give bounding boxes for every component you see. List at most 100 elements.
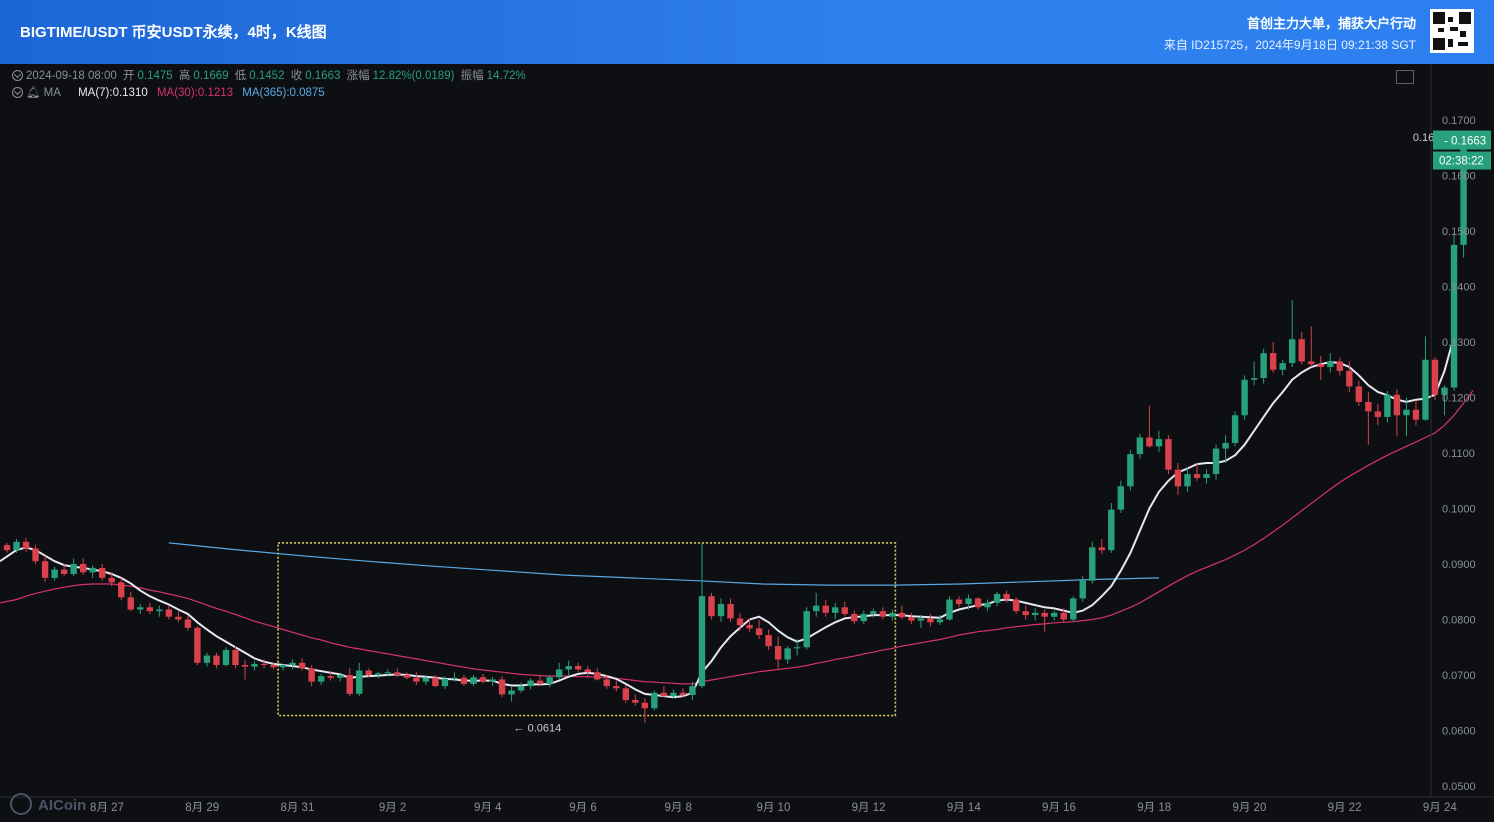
- candle-body: [594, 672, 601, 680]
- collapse-icon[interactable]: [12, 70, 23, 81]
- candle-body: [1184, 474, 1191, 487]
- candle-body: [156, 609, 163, 612]
- bell-icon[interactable]: 🔔︎: [26, 87, 41, 99]
- candle-body: [1308, 361, 1315, 365]
- candle: [22, 537, 30, 552]
- candle: [394, 668, 401, 678]
- ohlc-date: 2024-09-18 08:00: [26, 70, 117, 82]
- candle: [1393, 389, 1401, 437]
- candle: [555, 662, 563, 680]
- fullscreen-icon[interactable]: [1396, 70, 1414, 84]
- candle-body: [118, 582, 125, 598]
- candle: [746, 618, 753, 632]
- ma30-value: MA(30):0.1213: [156, 87, 234, 99]
- candle: [1203, 469, 1210, 484]
- aicoin-logo: AICoin: [10, 793, 86, 815]
- x-tick-label: 8月 27: [90, 802, 124, 814]
- x-tick-label: 9月 18: [1137, 802, 1171, 814]
- candle-body: [89, 567, 96, 573]
- candle-body: [641, 702, 649, 709]
- candle-body: [165, 609, 173, 617]
- candle: [508, 686, 515, 702]
- candle-body: [1155, 439, 1163, 447]
- x-tick-label: 8月 31: [280, 802, 314, 814]
- candle-body: [822, 605, 829, 613]
- candle-body: [841, 607, 848, 614]
- y-tick-label: 0.1300: [1442, 337, 1476, 349]
- candle-body: [1089, 547, 1096, 581]
- x-tick-label: 9月 22: [1328, 802, 1362, 814]
- open-label: 开: [123, 70, 135, 82]
- candle: [1041, 609, 1048, 632]
- candle: [708, 592, 715, 620]
- candle-body: [1422, 359, 1429, 420]
- high-label: 高: [178, 70, 191, 82]
- y-tick-label: 0.1600: [1442, 171, 1476, 183]
- candle: [1070, 596, 1077, 622]
- candle: [289, 659, 296, 670]
- candle: [1403, 397, 1410, 437]
- candle: [1003, 590, 1010, 603]
- y-tick-label: 0.1500: [1442, 226, 1476, 238]
- candle-body: [555, 669, 563, 678]
- candle-body: [565, 666, 572, 670]
- header-bar: BIGTIME/USDT 币安USDT永续，4时，K线图 首创主力大单，捕获大户…: [0, 0, 1494, 64]
- candle-body: [1374, 411, 1382, 417]
- candle: [1450, 233, 1458, 391]
- change-value: 12.82%(0.0189): [372, 70, 455, 82]
- candle: [1212, 444, 1220, 480]
- candlestick-chart[interactable]: 0.1700 0.1600 0.1500 0.1400 0.1300 0.1200 0.11…: [0, 64, 1494, 822]
- candle-body: [1003, 593, 1010, 600]
- candle-body: [755, 628, 763, 636]
- candle-body: [137, 607, 144, 610]
- candle-body: [394, 672, 401, 675]
- candle: [51, 566, 58, 581]
- candle-body: [898, 612, 906, 618]
- candle: [1317, 355, 1324, 380]
- candle: [803, 607, 810, 650]
- candle: [327, 670, 334, 681]
- candle-body: [1279, 363, 1286, 370]
- low-annotation: ← 0.0614: [514, 723, 562, 735]
- candle: [1031, 608, 1039, 621]
- candle: [1022, 605, 1029, 620]
- candle-body: [1098, 547, 1105, 551]
- candle: [1165, 435, 1172, 475]
- candle-body: [51, 569, 58, 578]
- candle: [79, 558, 87, 576]
- candle: [832, 602, 839, 620]
- candle: [889, 609, 896, 621]
- candle: [1231, 411, 1239, 447]
- candle-body: [689, 686, 696, 695]
- candle-body: [1022, 611, 1029, 616]
- candle: [1384, 390, 1391, 423]
- candle-body: [99, 567, 106, 578]
- candle: [1374, 404, 1382, 426]
- candle-body: [774, 646, 782, 660]
- candle-body: [441, 678, 449, 687]
- candle: [632, 694, 639, 706]
- candle-body: [917, 618, 925, 621]
- candle-body: [708, 596, 715, 617]
- collapse-icon[interactable]: [12, 87, 23, 98]
- candle: [279, 663, 287, 671]
- x-tick-label: 9月 16: [1042, 802, 1076, 814]
- candle: [736, 612, 744, 631]
- candle-body: [451, 677, 458, 679]
- candle: [1222, 435, 1229, 463]
- candle-body: [1174, 469, 1182, 487]
- amplitude-value: 14.72%: [486, 70, 526, 82]
- candle: [441, 676, 449, 689]
- candle-body: [1327, 361, 1334, 367]
- candle: [13, 539, 20, 553]
- x-tick-label: 9月 20: [1232, 802, 1266, 814]
- candle-body: [70, 564, 77, 574]
- ma30-line: [0, 389, 1474, 685]
- y-tick-label: 0.1100: [1442, 448, 1475, 460]
- candle-body: [527, 680, 534, 687]
- candle: [660, 686, 668, 698]
- countdown-bg: [1433, 151, 1491, 170]
- candle-body: [1412, 409, 1420, 420]
- candle: [1127, 450, 1134, 491]
- candle: [679, 688, 687, 698]
